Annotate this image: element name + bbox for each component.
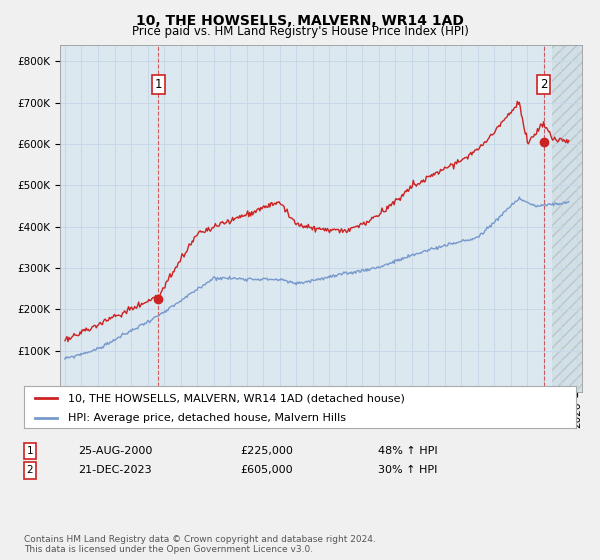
Text: 21-DEC-2023: 21-DEC-2023: [78, 465, 152, 475]
Text: 48% ↑ HPI: 48% ↑ HPI: [378, 446, 437, 456]
Text: 10, THE HOWSELLS, MALVERN, WR14 1AD: 10, THE HOWSELLS, MALVERN, WR14 1AD: [136, 14, 464, 28]
Text: £225,000: £225,000: [240, 446, 293, 456]
Text: 25-AUG-2000: 25-AUG-2000: [78, 446, 152, 456]
Text: 2: 2: [26, 465, 34, 475]
Text: Contains HM Land Registry data © Crown copyright and database right 2024.
This d: Contains HM Land Registry data © Crown c…: [24, 535, 376, 554]
Text: 1: 1: [26, 446, 34, 456]
Text: 2: 2: [540, 78, 547, 91]
Text: 30% ↑ HPI: 30% ↑ HPI: [378, 465, 437, 475]
Text: 10, THE HOWSELLS, MALVERN, WR14 1AD (detached house): 10, THE HOWSELLS, MALVERN, WR14 1AD (det…: [68, 393, 405, 403]
Text: 1: 1: [155, 78, 162, 91]
Text: £605,000: £605,000: [240, 465, 293, 475]
Text: Price paid vs. HM Land Registry's House Price Index (HPI): Price paid vs. HM Land Registry's House …: [131, 25, 469, 38]
Bar: [552, 45, 582, 392]
Text: HPI: Average price, detached house, Malvern Hills: HPI: Average price, detached house, Malv…: [68, 413, 346, 423]
